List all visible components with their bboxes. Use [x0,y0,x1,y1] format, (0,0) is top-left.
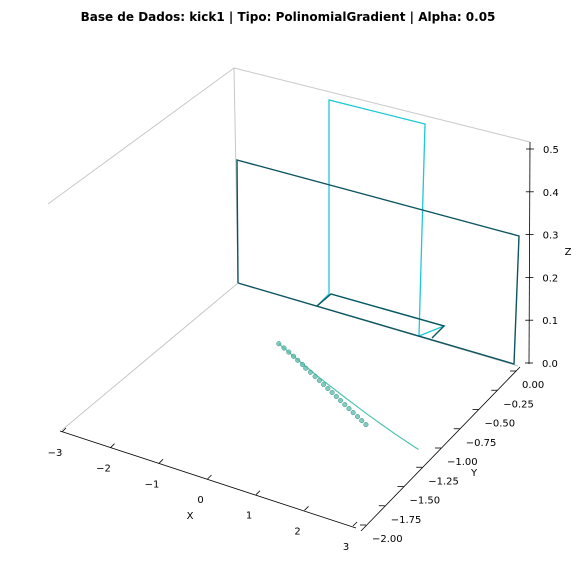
pane-edge-floor-left [61,282,239,431]
x-tick-mark [207,474,212,480]
x-tick-mark [352,521,358,527]
scatter-point [312,373,318,380]
z-axis: 0.0 0.1 0.2 0.3 0.4 0.5 Z [525,141,572,370]
chart-title: Base de Dados: kick1 | Tipo: PolinomialG… [81,10,496,24]
x-tick-mark [61,427,67,433]
scatter-point [359,418,365,424]
scatter-point [337,397,344,404]
x-tick-label: 1 [246,511,252,522]
y-tick-label: −1.50 [410,496,441,507]
scatter-point [321,381,327,388]
y-tick-label: −0.25 [503,399,534,410]
x-axis-line [59,430,357,529]
surface-frames [236,99,520,365]
scatter-point [316,377,322,384]
scatter-point [286,349,292,355]
x-tick-mark [158,459,164,464]
scatter-point [346,406,352,412]
frame-dark [236,159,520,365]
x-tick-mark [110,443,115,448]
scatter-point [295,357,301,363]
x-tick-label: −3 [48,448,63,459]
y-tick-label: −1.75 [391,515,422,526]
scatter-point [290,353,297,359]
x-tick-label: −2 [96,464,111,475]
series-layer [276,341,419,450]
z-axis-label: Z [565,247,572,258]
x-tick-label: −1 [145,479,160,490]
x-axis-label: X [187,511,194,522]
scatter-point [329,389,335,396]
x-ticks: −3 −2 −1 0 1 2 3 [48,427,358,553]
pane-edge-back-top-left [47,67,235,205]
z-tick-label: 0.3 [543,231,559,242]
pane-edge-back-top-right [233,67,531,143]
y-tick-label: −1.25 [428,476,459,487]
y-tick-label: −2.00 [372,534,403,545]
scatter-point [276,341,282,347]
scatter-point [307,369,313,375]
y-tick-label: −0.75 [466,438,497,449]
scatter-point [363,422,369,428]
x-tick-label: 2 [294,526,300,537]
scatter-point [333,393,339,400]
y-tick-label: −0.50 [485,419,516,430]
x-tick-label: 0 [197,495,203,506]
scatter-point [354,414,361,420]
z-ticks: 0.0 0.1 0.2 0.3 0.4 0.5 [525,145,559,370]
x-axis: −3 −2 −1 0 1 2 3 X [48,427,358,553]
scatter-point [325,385,331,392]
y-tick-label: 0.00 [522,380,544,391]
scatter-point [281,345,287,351]
y-axis: 0.00 −0.25 −0.50 −0.75 −1.00 −1.25 −1.50 −1.75 −… [360,366,544,545]
x-tick-mark [255,490,261,495]
z-tick-label: 0.2 [542,273,558,284]
x-tick-label: 3 [343,542,349,553]
axis-panes [47,67,531,431]
y-tick-label: −1.00 [447,457,478,468]
y-axis-line [360,366,521,532]
x-tick-mark [304,506,309,511]
z-tick-label: 0.4 [543,188,559,199]
y-ticks: 0.00 −0.25 −0.50 −0.75 −1.00 −1.25 −1.50 −1.75 −… [360,370,544,545]
z-axis-line [528,141,531,365]
z-tick-label: 0.5 [543,145,559,156]
scatter-point [303,365,309,371]
y-axis-label: Y [470,468,478,479]
frame-dark-inner [316,293,446,339]
frame-light [316,99,447,337]
z-tick-label: 0.1 [542,316,558,327]
scatter-point [342,402,348,408]
scatter-point [350,410,356,416]
z-tick-label: 0.0 [542,359,558,370]
scatter-point [299,361,305,368]
